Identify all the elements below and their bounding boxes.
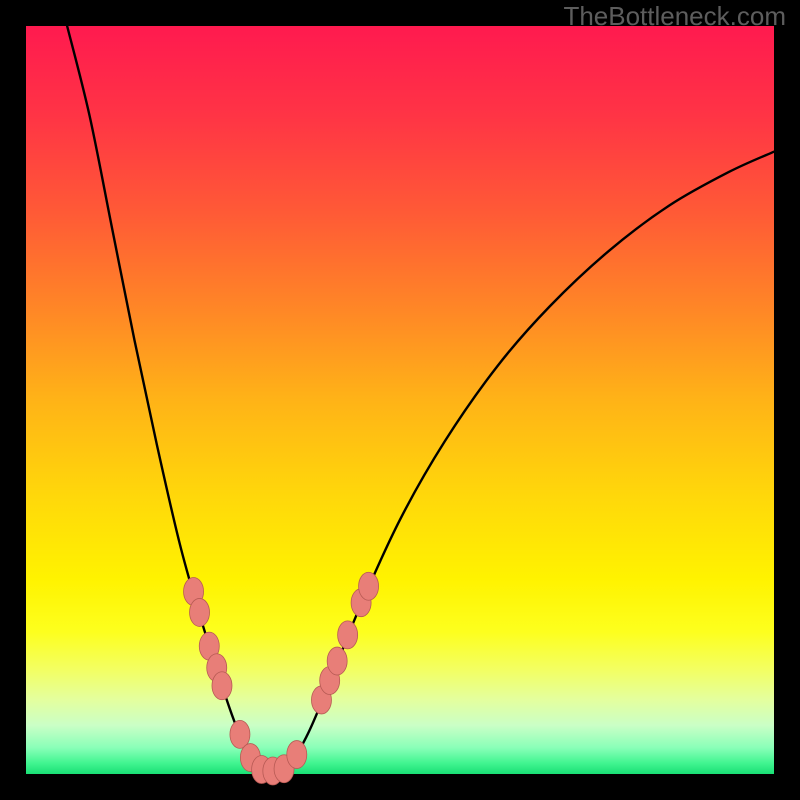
chart-frame: TheBottleneck.com xyxy=(0,0,800,800)
bottleneck-curve xyxy=(67,26,774,775)
data-marker xyxy=(287,741,307,769)
data-marker xyxy=(327,647,347,675)
data-marker xyxy=(190,598,210,626)
data-marker xyxy=(212,672,232,700)
data-marker xyxy=(338,621,358,649)
plot-area xyxy=(26,26,774,774)
watermark-text: TheBottleneck.com xyxy=(563,1,786,32)
curve-layer xyxy=(26,26,774,774)
data-marker xyxy=(359,572,379,600)
